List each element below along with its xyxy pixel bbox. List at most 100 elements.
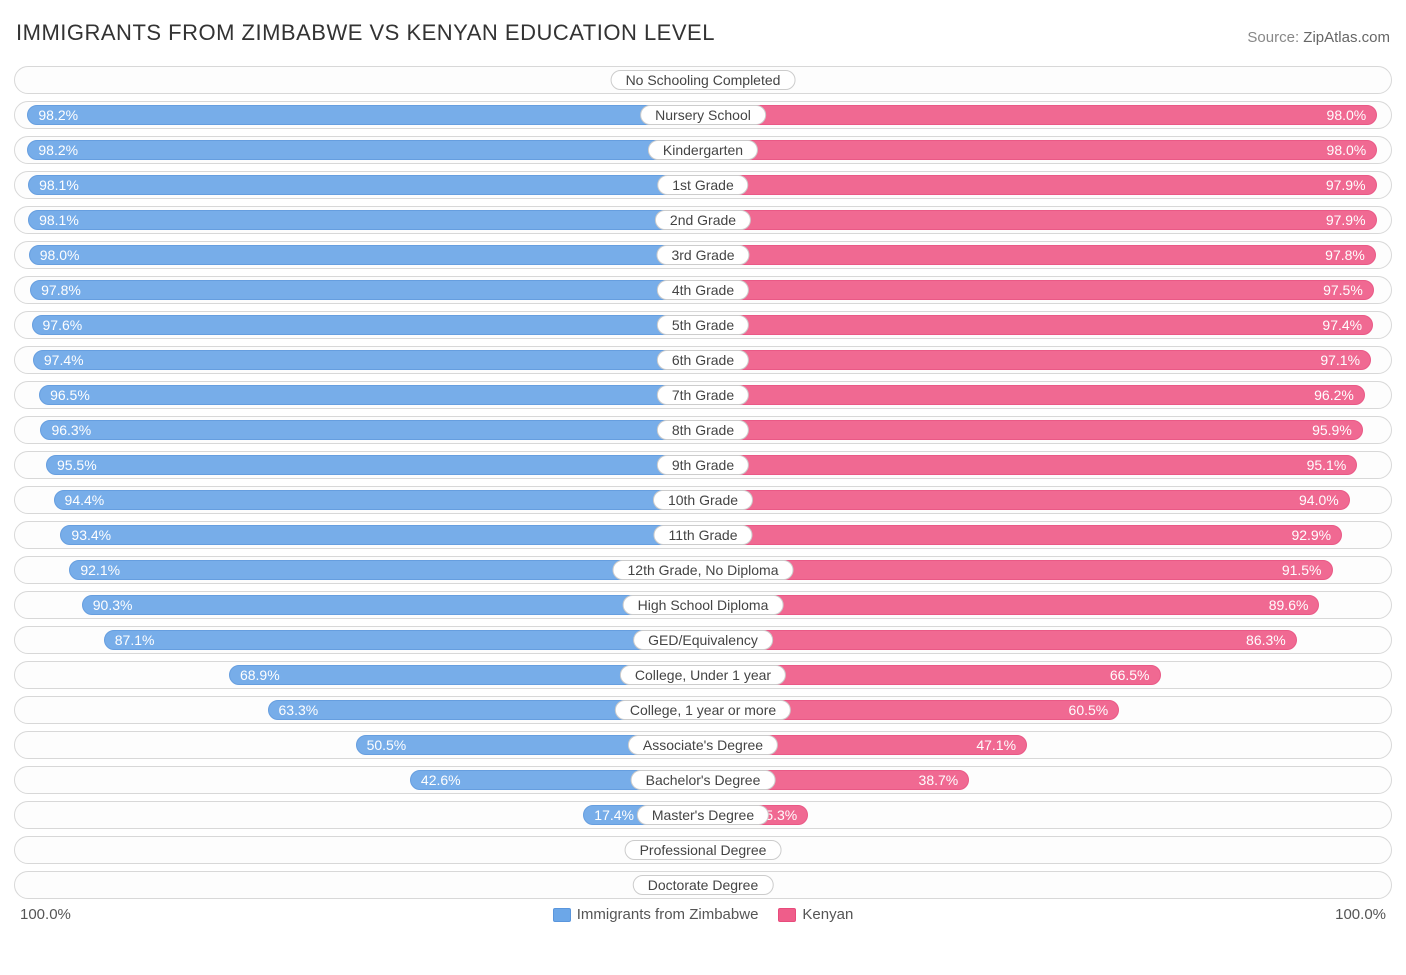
chart-row: 97.4%97.1%6th Grade [14,346,1392,374]
chart-row: 63.3% 60.5% College, 1 year or more [14,696,1392,724]
category-label: 6th Grade [657,350,749,370]
chart-row: 98.1%97.9%1st Grade [14,171,1392,199]
bar-right-value: 47.1% [976,737,1016,753]
bar-right-value: 97.9% [1326,212,1366,228]
bar-right: 86.3% [703,630,1297,650]
bar-right: 95.1% [703,455,1357,475]
bar-left-value: 63.3% [279,702,319,718]
bar-left: 97.8% [30,280,703,300]
bar-left: 98.1% [28,210,703,230]
bar-left-value: 93.4% [71,527,111,543]
bar-left: 87.1% [104,630,703,650]
bar-left: 96.3% [40,420,703,440]
category-label: Professional Degree [625,840,782,860]
category-label: College, Under 1 year [620,665,786,685]
chart-row: 87.1%86.3%GED/Equivalency [14,626,1392,654]
bar-right-value: 60.5% [1069,702,1109,718]
bar-right: 95.9% [703,420,1363,440]
bar-left-value: 95.5% [57,457,97,473]
category-label: GED/Equivalency [633,630,773,650]
chart-row: 50.5%47.1%Associate's Degree [14,731,1392,759]
bar-left: 92.1% [69,560,703,580]
category-label: College, 1 year or more [615,700,791,720]
legend-swatch-right [778,908,796,922]
bar-right-value: 94.0% [1299,492,1339,508]
chart-row: 17.4%15.3%Master's Degree [14,801,1392,829]
bar-right-value: 98.0% [1327,142,1367,158]
chart-row: 97.6%97.4%5th Grade [14,311,1392,339]
bar-right-value: 89.6% [1269,597,1309,613]
category-label: 12th Grade, No Diploma [613,560,794,580]
chart-row: 95.5% 95.1% 9th Grade [14,451,1392,479]
bar-left-value: 42.6% [421,772,461,788]
chart-row: 98.2% 98.0% Nursery School [14,101,1392,129]
source-value: ZipAtlas.com [1303,29,1390,46]
chart-row: 98.0%97.8%3rd Grade [14,241,1392,269]
bar-right-value: 95.1% [1307,457,1347,473]
bar-right: 92.9% [703,525,1342,545]
bar-left-value: 98.2% [38,142,78,158]
bar-right: 97.1% [703,350,1371,370]
bar-right: 89.6% [703,595,1319,615]
bar-right: 96.2% [703,385,1365,405]
chart-row: 96.5%96.2%7th Grade [14,381,1392,409]
bar-left-value: 98.1% [39,177,79,193]
bar-right-value: 97.5% [1323,282,1363,298]
bar-right: 97.5% [703,280,1374,300]
bar-right: 94.0% [703,490,1350,510]
diverging-bar-chart: 1.9%2.0%No Schooling Completed98.2%98.0%… [14,66,1392,899]
chart-row: 92.1% 91.5% 12th Grade, No Diploma [14,556,1392,584]
bar-right-value: 91.5% [1282,562,1322,578]
legend-swatch-left [553,908,571,922]
category-label: 4th Grade [657,280,749,300]
category-label: 10th Grade [653,490,753,510]
chart-row: 98.1%97.9%2nd Grade [14,206,1392,234]
bar-right-value: 92.9% [1291,527,1331,543]
bar-left-value: 98.1% [39,212,79,228]
chart-row: 68.9%66.5%College, Under 1 year [14,661,1392,689]
axis-left-max: 100.0% [20,906,71,923]
chart-row: 97.8% 97.5% 4th Grade [14,276,1392,304]
bar-right: 91.5% [703,560,1333,580]
category-label: 3rd Grade [656,245,749,265]
chart-title: IMMIGRANTS FROM ZIMBABWE VS KENYAN EDUCA… [16,20,715,46]
bar-right-value: 97.9% [1326,177,1366,193]
bar-left: 98.2% [27,140,703,160]
legend-item-left: Immigrants from Zimbabwe [553,906,759,923]
category-label: Doctorate Degree [633,875,774,895]
category-label: Associate's Degree [628,735,778,755]
bar-left: 97.4% [33,350,703,370]
bar-right: 97.9% [703,210,1377,230]
bar-right-value: 38.7% [919,772,959,788]
category-label: Master's Degree [637,805,769,825]
bar-left-value: 97.6% [43,317,83,333]
chart-row: 93.4% 92.9% 11th Grade [14,521,1392,549]
bar-left: 90.3% [82,595,703,615]
bar-right-value: 95.9% [1312,422,1352,438]
bar-left: 94.4% [54,490,703,510]
bar-left: 98.2% [27,105,703,125]
bar-left: 93.4% [60,525,703,545]
category-label: Kindergarten [648,140,758,160]
chart-row: 5.3%4.4%Professional Degree [14,836,1392,864]
category-label: 11th Grade [653,525,752,545]
bar-left: 96.5% [39,385,703,405]
chart-row: 98.2% 98.0% Kindergarten [14,136,1392,164]
bar-left-value: 96.3% [51,422,91,438]
bar-right: 97.8% [703,245,1376,265]
category-label: Nursery School [640,105,766,125]
bar-left-value: 68.9% [240,667,280,683]
bar-left-value: 17.4% [594,807,634,823]
source-label: Source: [1247,29,1299,46]
bar-left-value: 92.1% [80,562,120,578]
bar-right-value: 98.0% [1327,107,1367,123]
chart-row: 96.3%95.9%8th Grade [14,416,1392,444]
bar-left: 95.5% [46,455,703,475]
category-label: 9th Grade [657,455,749,475]
bar-right: 98.0% [703,140,1377,160]
chart-row: 94.4% 94.0% 10th Grade [14,486,1392,514]
chart-row: 2.2%1.9%Doctorate Degree [14,871,1392,899]
category-label: No Schooling Completed [611,70,796,90]
category-label: High School Diploma [623,595,784,615]
chart-source: Source: ZipAtlas.com [1247,29,1390,46]
